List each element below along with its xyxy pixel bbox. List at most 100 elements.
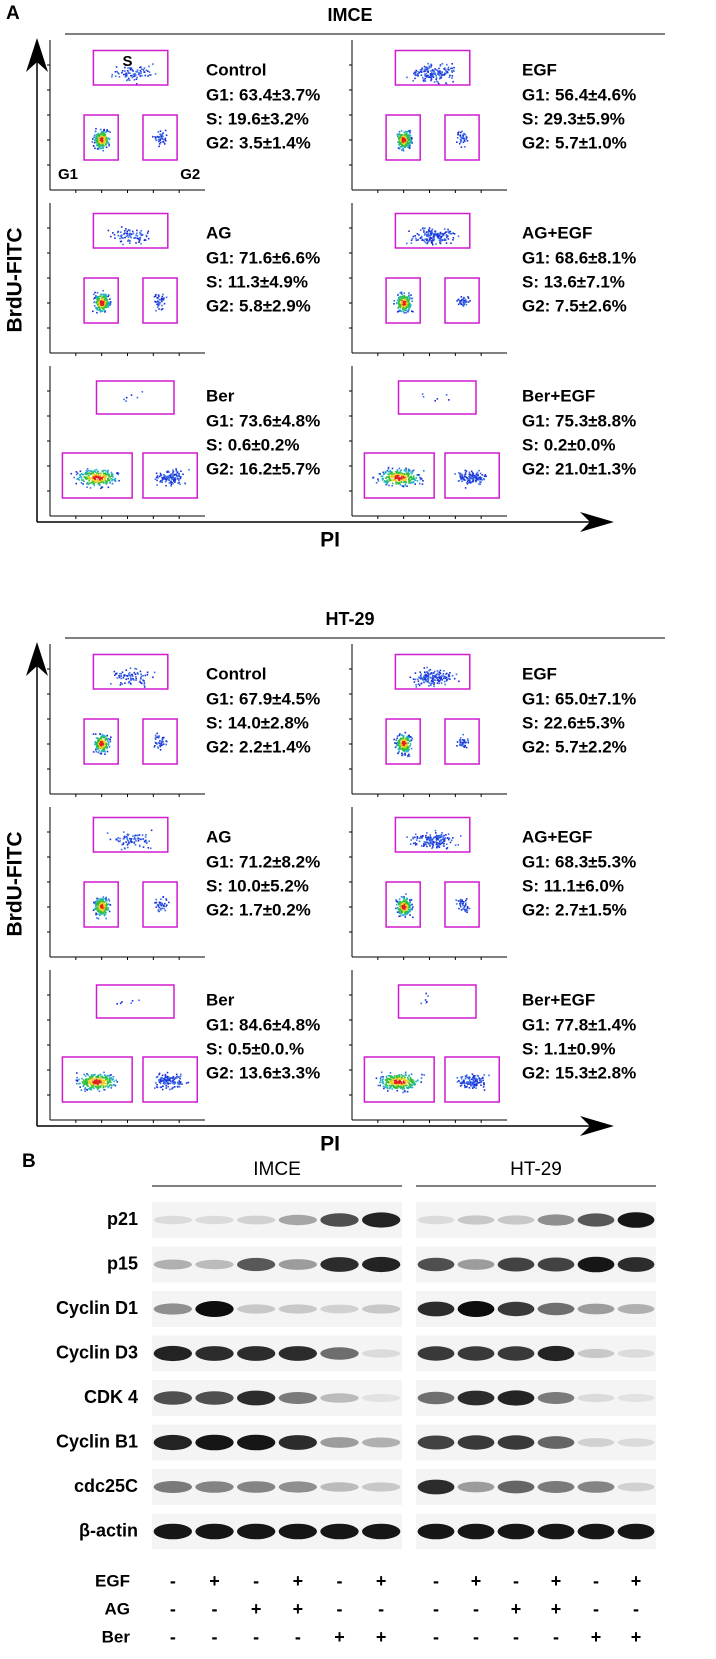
flow-event bbox=[425, 75, 427, 77]
blot-band bbox=[418, 1302, 455, 1317]
flow-event bbox=[414, 483, 416, 485]
flow-event bbox=[141, 68, 143, 70]
flow-event bbox=[408, 754, 410, 756]
flow-event bbox=[441, 73, 443, 75]
flow-event bbox=[179, 484, 181, 486]
flow-event bbox=[468, 301, 470, 303]
blot-band bbox=[618, 1212, 655, 1228]
flow-event bbox=[426, 674, 428, 676]
flow-event bbox=[126, 397, 128, 399]
flow-event bbox=[140, 70, 142, 72]
flow-event bbox=[134, 672, 136, 674]
flow-event bbox=[406, 298, 408, 300]
flow-event bbox=[420, 237, 422, 239]
panel-label: A bbox=[6, 3, 20, 24]
flow-event bbox=[433, 236, 435, 238]
flow-event bbox=[102, 477, 104, 479]
flow-event bbox=[106, 746, 108, 748]
flow-event bbox=[439, 78, 441, 80]
flow-event bbox=[387, 1090, 389, 1092]
flow-event bbox=[99, 141, 101, 143]
flow-event bbox=[156, 1084, 158, 1086]
flow-event bbox=[112, 1078, 114, 1080]
flow-event bbox=[432, 75, 434, 77]
flow-event bbox=[129, 838, 131, 840]
treatment-sign: - bbox=[378, 1599, 384, 1619]
flow-event bbox=[401, 146, 403, 148]
flow-event bbox=[473, 1085, 475, 1087]
flow-event bbox=[429, 682, 431, 684]
flow-event bbox=[96, 746, 98, 748]
flow-event bbox=[430, 235, 432, 237]
flow-event bbox=[474, 1084, 476, 1086]
flow-event bbox=[174, 477, 176, 479]
flow-event bbox=[465, 1078, 467, 1080]
flow-event bbox=[465, 299, 467, 301]
flow-event bbox=[100, 145, 102, 147]
treatment-sign: - bbox=[433, 1599, 439, 1619]
flow-event bbox=[406, 469, 408, 471]
flow-event bbox=[435, 830, 437, 832]
flow-event bbox=[126, 669, 128, 671]
flow-event bbox=[423, 675, 425, 677]
flow-event bbox=[98, 144, 100, 146]
blot-band bbox=[538, 1258, 575, 1272]
flow-event bbox=[122, 683, 124, 685]
flow-event bbox=[97, 303, 99, 305]
flow-event bbox=[137, 69, 139, 71]
blot-band bbox=[578, 1304, 615, 1315]
flow-event bbox=[417, 836, 419, 838]
flow-event bbox=[162, 739, 164, 741]
blot-band bbox=[418, 1346, 455, 1360]
protein-label: CDK 4 bbox=[84, 1387, 138, 1407]
flow-event bbox=[451, 840, 453, 842]
flow-event bbox=[96, 902, 98, 904]
blot-band bbox=[538, 1436, 575, 1449]
flow-event bbox=[156, 733, 158, 735]
flow-event bbox=[118, 675, 120, 677]
flow-event bbox=[424, 66, 426, 68]
treatment-sign: + bbox=[511, 1599, 522, 1619]
flow-event bbox=[466, 304, 468, 306]
flow-event bbox=[156, 140, 158, 142]
flow-event bbox=[437, 677, 439, 679]
flow-event bbox=[420, 69, 422, 71]
flow-event bbox=[402, 148, 404, 150]
flow-event bbox=[479, 481, 481, 483]
flow-event bbox=[175, 468, 177, 470]
flow-event bbox=[471, 1079, 473, 1081]
gate-label: S bbox=[122, 53, 132, 70]
flow-event bbox=[392, 1079, 394, 1081]
flow-event bbox=[436, 835, 438, 837]
flow-event bbox=[401, 1086, 403, 1088]
flow-event bbox=[432, 672, 434, 674]
flow-event bbox=[427, 242, 429, 244]
flow-event bbox=[461, 137, 463, 139]
flow-event bbox=[92, 138, 94, 140]
flow-event bbox=[124, 232, 126, 234]
flow-event bbox=[438, 676, 440, 678]
flow-event bbox=[412, 471, 414, 473]
flow-event bbox=[401, 1084, 403, 1086]
flow-event bbox=[382, 478, 384, 480]
flow-event bbox=[100, 296, 102, 298]
flow-event bbox=[177, 478, 179, 480]
flow-event bbox=[411, 839, 413, 841]
flow-event bbox=[103, 909, 105, 911]
flow-event bbox=[450, 242, 452, 244]
flow-event bbox=[463, 137, 465, 139]
flow-event bbox=[114, 234, 116, 236]
treatment-sign: - bbox=[513, 1627, 519, 1647]
flow-event bbox=[465, 903, 467, 905]
flow-event bbox=[473, 481, 475, 483]
flow-event bbox=[451, 63, 453, 65]
flow-event bbox=[174, 1079, 176, 1081]
flow-event bbox=[126, 837, 128, 839]
flow-event bbox=[130, 1002, 132, 1004]
flow-event bbox=[95, 131, 97, 133]
flow-event bbox=[103, 309, 105, 311]
flow-event bbox=[121, 678, 123, 680]
flow-event bbox=[96, 312, 98, 314]
flow-event bbox=[396, 483, 398, 485]
flow-event bbox=[399, 1075, 401, 1077]
